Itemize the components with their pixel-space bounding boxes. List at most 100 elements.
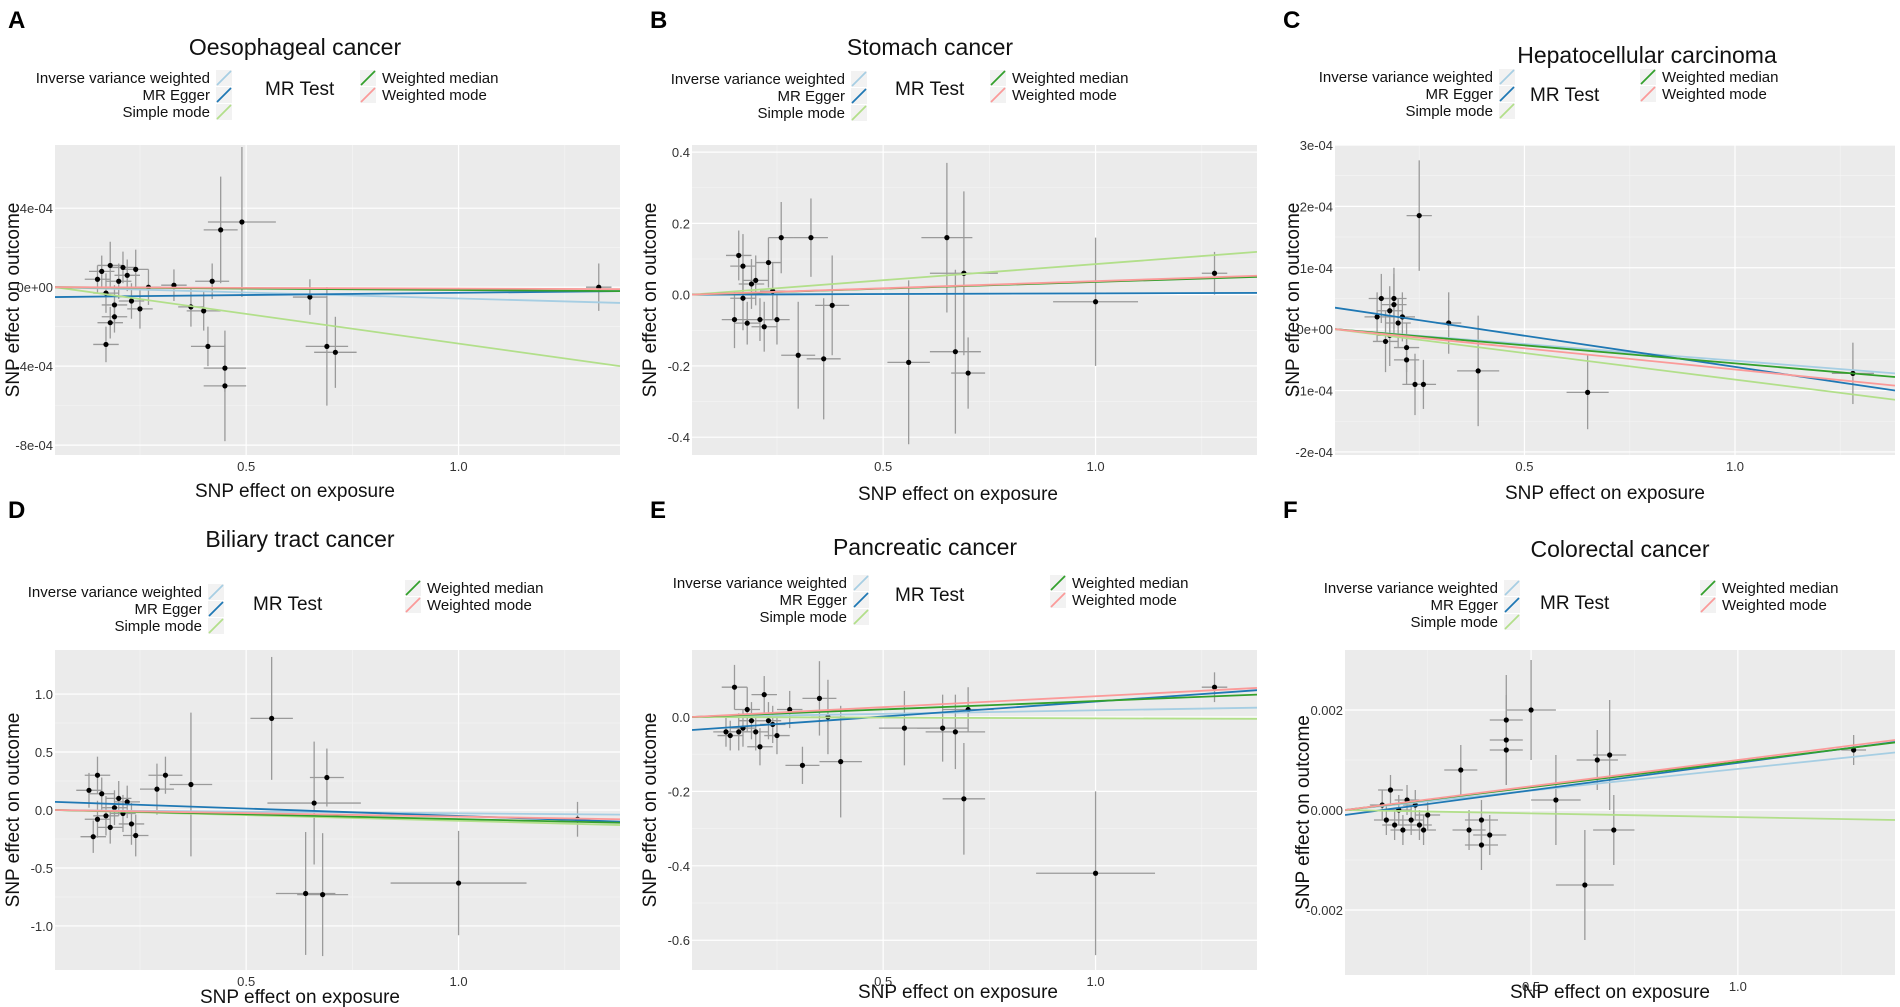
panel-b-legend-key-ivw <box>851 71 867 87</box>
panel-b-point <box>740 295 746 301</box>
panel-f-line-ivw <box>1345 751 1895 811</box>
panel-f-point <box>1607 752 1613 758</box>
panel-d-point <box>94 816 101 822</box>
panel-a-point <box>116 278 122 284</box>
panel-c-point <box>1391 302 1397 308</box>
panel-b-point <box>757 316 763 323</box>
panel-c-y-tick-label: 3e-04 <box>1300 138 1333 153</box>
panel-f-point <box>1408 817 1414 823</box>
panel-a-line-weighted-mode <box>55 286 620 291</box>
panel-d-y-tick-label: 0.5 <box>35 745 53 760</box>
panel-a-point <box>201 308 207 314</box>
panel-c-line-weighted-median <box>1335 328 1895 378</box>
panel-d-x-tick-label: 1.0 <box>450 974 468 989</box>
panel-f-legend-key-egger <box>1504 597 1520 613</box>
panel-f-line-weighted-mode <box>1345 739 1895 811</box>
panel-d-legend-title: MR Test <box>253 594 323 615</box>
panel-e-title: Pancreatic cancer <box>833 534 1017 560</box>
panel-a-legend-key-weighted-mode <box>360 87 376 103</box>
panel-c-point <box>1378 295 1384 302</box>
panel-f-point <box>1478 817 1485 823</box>
panel-a: A Oesophageal cancer Inverse variance weig… <box>3 7 620 502</box>
panel-d-point <box>86 787 92 793</box>
panel-d-title: Biliary tract cancer <box>205 526 395 552</box>
panel-b-point <box>1092 299 1099 305</box>
panel-b-legend-label-egger: MR Egger <box>777 88 845 105</box>
panel-c-legend-key-ivw <box>1499 69 1515 85</box>
panel-f: F Colorectal cancer Inverse variance weigh… <box>1283 497 1895 1003</box>
panel-c-point <box>1387 308 1393 314</box>
panel-f-y-axis-title: SNP effect on outcome <box>1293 715 1314 910</box>
panel-a-legend-key-egger <box>216 87 232 103</box>
panel-b-point <box>808 235 814 241</box>
panel-e-point <box>744 706 750 713</box>
panel-a-point <box>307 294 313 300</box>
panel-a-y-tick-label: -4e-04 <box>15 359 53 374</box>
panel-b-letter: B <box>650 7 667 34</box>
panel-e-x-tick-label: 0.5 <box>874 974 892 989</box>
panel-e-line-egger <box>692 689 1257 731</box>
panel-f-point <box>1478 842 1485 848</box>
panel-d-line-weighted-mode <box>55 809 620 821</box>
panel-a-point <box>103 341 109 348</box>
panel-a-point <box>205 343 211 350</box>
panel-a-point <box>133 266 139 272</box>
panel-d-legend-key-weighted-median <box>405 580 421 596</box>
panel-b-legend-label-simple-mode: Simple mode <box>757 105 845 122</box>
panel-b-point <box>731 316 738 323</box>
panel-c-point <box>1416 212 1422 219</box>
panel-c-legend-label-egger: MR Egger <box>1425 86 1493 103</box>
panel-f-legend-label-simple-mode: Simple mode <box>1410 614 1498 631</box>
panel-b-point <box>1211 270 1218 276</box>
panel-f-x-axis-title: SNP effect on exposure <box>1510 982 1710 1003</box>
panel-c-point <box>1403 344 1410 351</box>
panel-f-point <box>1503 717 1509 723</box>
panel-d-x-axis-title: SNP effect on exposure <box>200 987 400 1007</box>
panel-b-legend-label-weighted-median: Weighted median <box>1012 70 1128 87</box>
panel-e-point <box>723 729 729 735</box>
panel-d-y-tick-label: -1.0 <box>31 919 53 934</box>
panel-c-mr-lines <box>1335 306 1895 401</box>
panel-e-x-tick-label: 1.0 <box>1087 974 1105 989</box>
panel-d-legend-label-weighted-mode: Weighted mode <box>427 597 532 614</box>
panel-e-y-axis-title: SNP effect on outcome <box>640 713 661 908</box>
panel-f-point <box>1400 827 1406 833</box>
panel-a-point <box>332 349 338 355</box>
panel-c-x-axis-title: SNP effect on exposure <box>1505 483 1705 504</box>
panel-e-point <box>761 692 767 698</box>
panel-f-point <box>1553 797 1559 803</box>
panel-b-y-axis-title: SNP effect on outcome <box>640 203 661 398</box>
panel-c-legend-key-weighted-mode <box>1640 86 1656 102</box>
panel-a-legend-label-ivw: Inverse variance weighted <box>36 70 210 87</box>
panel-e-y-tick-label: 0.0 <box>672 710 690 725</box>
panel-b-point <box>952 349 958 355</box>
panel-c-y-tick-label: 2e-04 <box>1300 199 1333 214</box>
panel-e-legend-label-simple-mode: Simple mode <box>759 609 847 626</box>
panel-a-legend-key-weighted-median <box>360 70 376 86</box>
panel-f-letter: F <box>1283 497 1298 524</box>
panel-f-point <box>1458 767 1464 773</box>
panel-f-x-tick-label: 0.5 <box>1522 979 1540 994</box>
panel-c-gridlines <box>1335 144 1895 455</box>
panel-c-y-axis-title: SNP effect on outcome <box>1283 203 1304 398</box>
panel-b-line-weighted-mode <box>692 274 1257 296</box>
panel-d-legend-key-weighted-mode <box>405 597 421 613</box>
panel-e-point <box>838 759 844 765</box>
panel-f-point <box>1425 812 1431 818</box>
panel-a-point <box>107 320 113 326</box>
panel-c-title: Hepatocellular carcinoma <box>1517 42 1777 68</box>
panel-e-point <box>727 732 733 739</box>
panel-d-point <box>116 795 122 802</box>
panel-d-legend-label-simple-mode: Simple mode <box>114 618 202 635</box>
panel-b-point <box>829 302 835 308</box>
panel-d-point <box>90 834 96 840</box>
panel-c-legend-label-simple-mode: Simple mode <box>1405 103 1493 120</box>
panel-e-legend-key-egger <box>853 592 869 608</box>
panel-a-point <box>218 227 224 233</box>
panel-f-legend-label-egger: MR Egger <box>1430 597 1498 614</box>
panel-e-point <box>1092 870 1099 876</box>
